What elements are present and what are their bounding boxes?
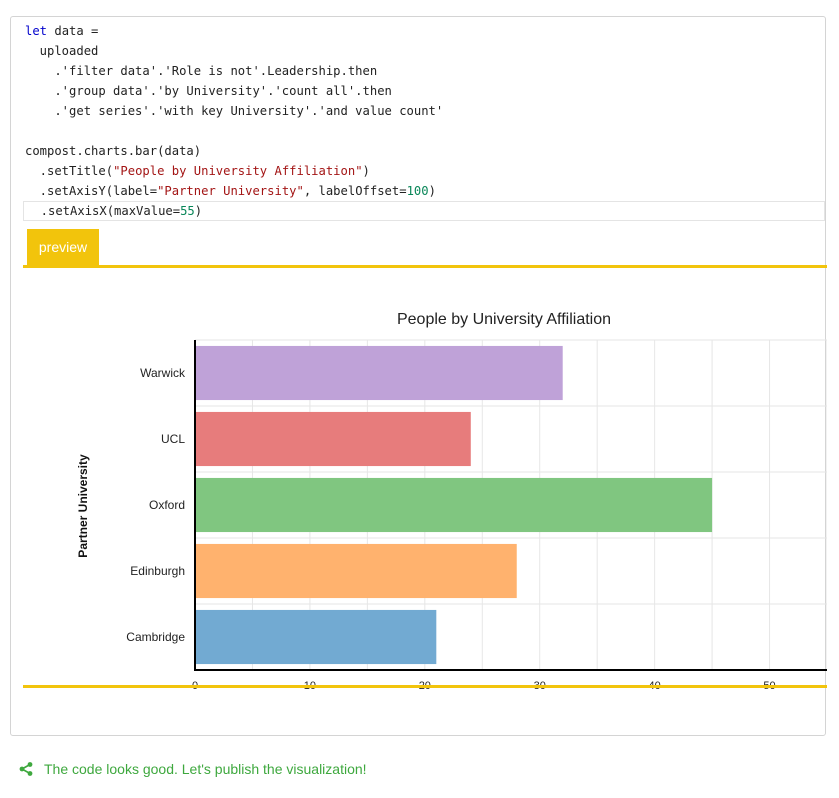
bar-warwick — [195, 345, 563, 401]
bar-cambridge — [195, 609, 437, 665]
code-token: let — [25, 24, 48, 38]
notebook-cell: let data = uploaded .'filter data'.'Role… — [10, 16, 828, 736]
category-label: Edinburgh — [130, 564, 185, 578]
category-label: Cambridge — [126, 630, 185, 644]
code-line[interactable]: let data = — [23, 21, 825, 41]
code-line[interactable]: compost.charts.bar(data) — [23, 141, 825, 161]
category-label: UCL — [161, 432, 185, 446]
code-token: ) — [428, 184, 436, 198]
code-token: , labelOffset= — [303, 184, 407, 198]
code-line[interactable]: .setAxisX(maxValue=55) — [23, 201, 825, 221]
code-token: compost.charts.bar(data) — [25, 144, 202, 158]
code-line[interactable]: .'group data'.'by University'.'count all… — [23, 81, 825, 101]
bar-oxford — [195, 477, 713, 533]
code-token: ) — [194, 204, 203, 218]
status-text: The code looks good. Let's publish the v… — [44, 761, 367, 777]
code-token: ) — [362, 164, 370, 178]
code-token: uploaded — [25, 44, 99, 58]
chart-title: People by University Affiliation — [397, 311, 611, 328]
category-label: Warwick — [140, 366, 186, 380]
code-token: 100 — [406, 184, 429, 198]
y-axis-label: Partner University — [76, 454, 90, 558]
code-token: .setAxisY(label= — [25, 184, 158, 198]
code-token: 55 — [180, 204, 195, 218]
code-token: .setAxisX(maxValue= — [26, 204, 181, 218]
code-line[interactable]: .setTitle("People by University Affiliat… — [23, 161, 825, 181]
status-message: The code looks good. Let's publish the v… — [18, 759, 367, 779]
code-line[interactable]: .'filter data'.'Role is not'.Leadership.… — [23, 61, 825, 81]
share-icon — [19, 762, 33, 776]
code-token: .'group data'.'by University'.'count all… — [25, 84, 392, 98]
chart-preview: People by University Affiliation Partner… — [23, 268, 828, 692]
code-token: .setTitle( — [25, 164, 114, 178]
code-line[interactable] — [23, 121, 825, 141]
preview-bottom-border — [23, 685, 827, 688]
code-token: .'filter data'.'Role is not'.Leadership.… — [25, 64, 378, 78]
bar-ucl — [195, 411, 471, 467]
code-line[interactable]: .setAxisY(label="Partner University", la… — [23, 181, 825, 201]
code-token: "People by University Affiliation" — [113, 164, 363, 178]
output-tab-bar: preview — [23, 229, 827, 268]
code-line[interactable]: uploaded — [23, 41, 825, 61]
code-token: data = — [47, 24, 99, 38]
bar-chart: People by University Affiliation Partner… — [76, 311, 828, 692]
code-line[interactable]: .'get series'.'with key University'.'and… — [23, 101, 825, 121]
bar-edinburgh — [195, 543, 517, 599]
tab-preview[interactable]: preview — [27, 229, 99, 265]
category-label: Oxford — [149, 498, 185, 512]
code-editor[interactable]: let data = uploaded .'filter data'.'Role… — [23, 21, 825, 221]
code-token: .'get series'.'with key University'.'and… — [25, 104, 444, 118]
code-token: "Partner University" — [157, 184, 304, 198]
